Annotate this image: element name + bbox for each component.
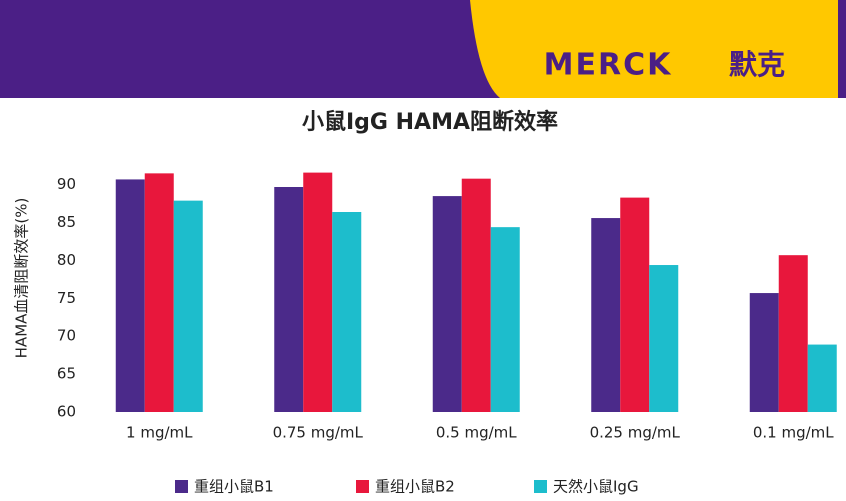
header-logo-panel (470, 0, 838, 98)
bar (332, 212, 362, 412)
y-tick-label: 70 (57, 327, 76, 345)
bar (778, 255, 808, 412)
legend-label: 重组小鼠B1 (194, 478, 274, 496)
bar (649, 265, 679, 412)
y-axis-label: HAMA血清阻断效率(%) (13, 198, 31, 359)
legend-swatch (175, 480, 188, 493)
bar (115, 179, 145, 412)
y-tick-label: 85 (57, 213, 76, 231)
x-tick-label: 0.1 mg/mL (753, 424, 834, 442)
bar (432, 196, 462, 412)
legend-swatch (534, 480, 547, 493)
y-tick-label: 65 (57, 365, 76, 383)
bar (274, 187, 304, 412)
bar (490, 227, 520, 412)
x-tick-label: 0.5 mg/mL (436, 424, 517, 442)
legend-label: 天然小鼠IgG (553, 478, 639, 496)
bar (620, 197, 650, 412)
x-tick-label: 0.75 mg/mL (273, 424, 364, 442)
logo-cn: 默克 (729, 48, 785, 81)
legend-label: 重组小鼠B2 (375, 478, 455, 496)
bar (807, 344, 837, 412)
bar (749, 293, 779, 412)
x-tick-label: 1 mg/mL (126, 424, 193, 442)
bar (461, 178, 491, 412)
bar (173, 200, 203, 412)
bar (303, 172, 333, 412)
legend-swatch (356, 480, 369, 493)
chart-title: 小鼠IgG HAMA阻断效率 (302, 109, 558, 135)
y-tick-label: 60 (57, 403, 76, 421)
logo: MERCK (544, 48, 673, 83)
bar (144, 173, 174, 412)
y-tick-label: 90 (57, 175, 76, 193)
bar (591, 218, 621, 412)
x-tick-label: 0.25 mg/mL (590, 424, 681, 442)
y-tick-label: 75 (57, 289, 76, 307)
y-tick-label: 80 (57, 251, 76, 269)
